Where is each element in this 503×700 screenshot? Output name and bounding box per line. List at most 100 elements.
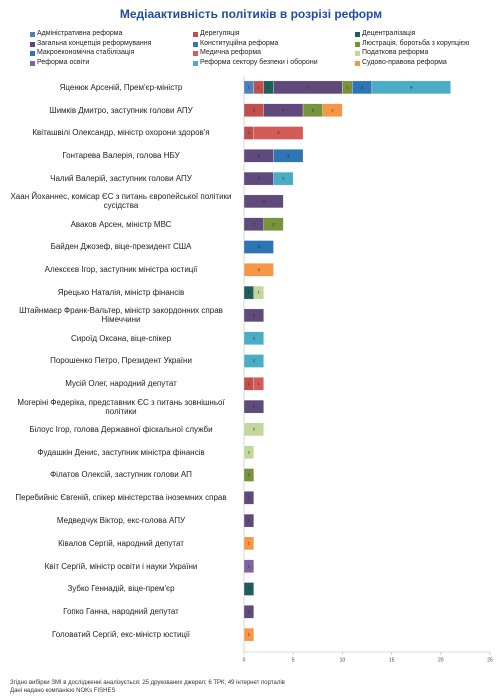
value-label: 7 [307,84,310,89]
legend-label: Дерегуляція [200,30,240,37]
category-label: Аваков Арсен, міністр МВС [70,219,172,229]
category-label: Штайнмаєр Франк-Вальтер, міністр закордо… [19,306,223,325]
legend-label: Судово-правова реформа [362,58,447,66]
legend-swatch [30,60,35,66]
category-label: Гонтарева Валерія, голова НБУ [62,151,180,161]
value-label: 3 [258,267,261,272]
category-label: Яценюк Арсеній, Прем'єр-міністр [59,82,183,92]
legend-swatch [193,41,198,47]
value-label: 1 [248,381,251,386]
legend-swatch [193,51,198,56]
value-label: 1 [258,84,261,89]
value-label: 2 [253,335,256,340]
category-label: Зубко Геннадій, віце-прем'єр [67,584,175,594]
legend-swatch [355,60,360,66]
legend-swatch [355,41,360,47]
category-label: Білоус Ігор, голова Державної фіскальної… [29,424,213,434]
value-label: 1 [248,632,251,637]
bar-segment [371,80,451,95]
bar-segment [243,513,254,528]
x-tick-label: 5 [292,657,295,663]
value-label: 3 [258,153,261,158]
value-label: 2 [272,221,275,226]
value-label: 2 [361,84,364,89]
value-label: 2 [253,426,256,431]
value-label: 2 [253,404,256,409]
chart-title: Медіаактивність політиків в розрізі рефо… [120,7,382,21]
legend-label: Конституційна реформа [200,39,279,47]
category-label: Байден Джозеф, віце-президент США [50,242,192,252]
category-label: Головатий Сергій, екс-міністр юстиції [51,630,191,640]
value-label: 2 [312,107,315,112]
value-label: 8 [410,84,413,89]
bar-segment [273,171,294,186]
bar-segment [322,103,343,117]
bar-segment [243,559,254,573]
category-label: Гопко Ганна, народний депутат [63,607,179,617]
value-label: 1 [248,495,251,500]
category-label: Медведчук Віктор, екс-голова АПУ [56,516,186,526]
footnote: Дані надано компанією NOKs FISHES [10,688,116,694]
category-label: Ярецько Наталія, міністр фінансів [57,288,185,298]
bar-segment [253,285,264,300]
bar-segment [243,399,264,414]
legend-label: Загальна концепція реформування [37,39,152,47]
bar-segment [243,627,254,642]
category-label: Сироїд Оксана, віце-спікер [70,333,172,343]
value-label: 1 [267,84,270,89]
category-label: Квіташвілі Олександр, міністр охорони зд… [32,128,210,138]
value-label: 3 [258,176,261,181]
legend-label: Реформа освіти [37,58,90,66]
legend-swatch [193,60,198,66]
bar-segment [243,354,264,368]
bar-segment [243,582,254,596]
value-label: 4 [282,107,285,112]
category-label: Ківалов Сергій, народний депутат [58,538,184,548]
category-label: Чалий Валерій, заступник голови АПУ [50,174,192,184]
category-label: Квіт Сергій, міністр освіти і науки Укра… [44,561,198,571]
value-label: 2 [282,176,285,181]
category-label: Хаан Йоханнес, комісар ЄС з питань європ… [10,192,232,211]
category-label: Могеріні Федеріка, представник ЄС з пита… [17,397,225,416]
x-tick-label: 10 [340,657,346,663]
category-label: Шимків Дмитро, заступник голови АПУ [49,105,193,115]
legend-swatch [355,32,360,37]
legend-swatch [193,32,198,37]
legend-label: Макроекономічна стабілізація [37,49,135,56]
legend-label: Реформа сектору безпеки і оборони [200,58,318,66]
bar-segment [243,263,274,277]
value-label: 1 [248,518,251,523]
value-label: 1 [248,472,251,477]
value-label: 2 [253,221,256,226]
value-label: 1 [248,586,251,591]
bar-segment [273,149,304,163]
value-label: 1 [258,290,261,295]
x-tick-label: 15 [389,657,395,663]
x-tick-label: 0 [243,657,246,663]
category-label: Перебийніс Євгеній, спікер міністерства … [15,493,227,503]
legend-label: Медична реформа [200,49,262,56]
value-label: 1 [248,540,251,545]
value-label: 2 [331,107,334,112]
legend-swatch [355,51,360,56]
legend-label: Податкова реформа [362,49,429,56]
value-label: 1 [248,609,251,614]
value-label: 1 [248,290,251,295]
value-label: 1 [258,381,261,386]
bar-segment [243,194,284,209]
bar-segment [243,422,264,437]
footnote: Згідно вибірки ЗМІ в дослідженні аналізу… [10,680,285,686]
legend-label: Децентралізація [362,30,416,37]
bar-segment [253,377,264,391]
bar-segment [243,331,264,345]
legend-label: Адміністративна реформа [37,30,123,37]
bar-segment [243,445,254,459]
category-label: Фудашкін Денис, заступник міністра фінан… [37,447,205,457]
value-label: 5 [277,130,280,135]
category-label: Філатов Олексій, заступник голови АП [50,470,192,480]
value-label: 1 [346,84,349,89]
legend-swatch [30,41,35,47]
x-tick-label: 25 [487,657,493,663]
